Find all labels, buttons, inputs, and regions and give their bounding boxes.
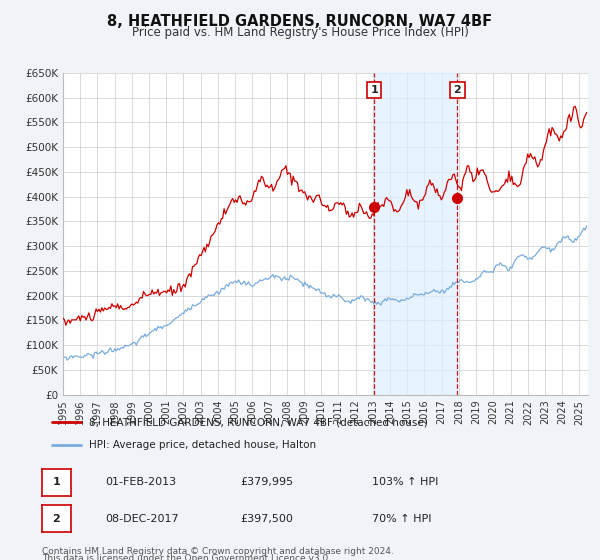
Text: HPI: Average price, detached house, Halton: HPI: Average price, detached house, Halt… [89, 440, 316, 450]
Text: 2: 2 [53, 514, 60, 524]
Bar [374, 73, 457, 395]
Text: Price paid vs. HM Land Registry's House Price Index (HPI): Price paid vs. HM Land Registry's House … [131, 26, 469, 39]
Text: 103% ↑ HPI: 103% ↑ HPI [372, 477, 439, 487]
Text: 08-DEC-2017: 08-DEC-2017 [105, 514, 179, 524]
Text: 2: 2 [454, 85, 461, 95]
Text: 8, HEATHFIELD GARDENS, RUNCORN, WA7 4BF (detached house): 8, HEATHFIELD GARDENS, RUNCORN, WA7 4BF … [89, 417, 428, 427]
Text: £397,500: £397,500 [240, 514, 293, 524]
Text: £379,995: £379,995 [240, 477, 293, 487]
Text: 1: 1 [53, 477, 60, 487]
Text: This data is licensed under the Open Government Licence v3.0.: This data is licensed under the Open Gov… [42, 554, 331, 560]
Text: 8, HEATHFIELD GARDENS, RUNCORN, WA7 4BF: 8, HEATHFIELD GARDENS, RUNCORN, WA7 4BF [107, 14, 493, 29]
Text: 70% ↑ HPI: 70% ↑ HPI [372, 514, 431, 524]
Text: 1: 1 [370, 85, 378, 95]
Text: Contains HM Land Registry data © Crown copyright and database right 2024.: Contains HM Land Registry data © Crown c… [42, 547, 394, 556]
Text: 01-FEB-2013: 01-FEB-2013 [105, 477, 176, 487]
